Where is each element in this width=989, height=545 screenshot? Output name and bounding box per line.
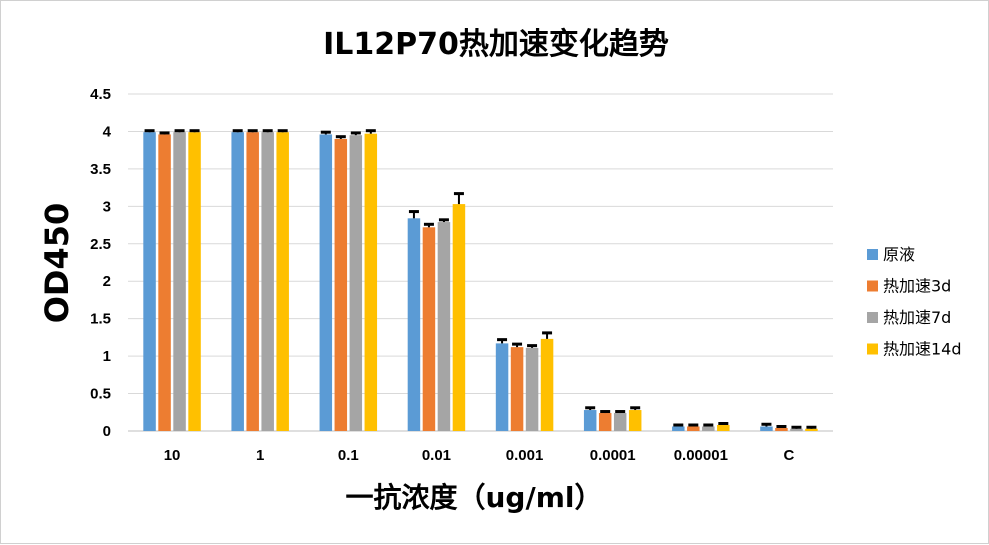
bar: [495, 343, 509, 431]
bar: [805, 428, 818, 431]
bar: [628, 410, 642, 431]
bar: [672, 426, 685, 431]
legend-swatch: [867, 280, 878, 292]
y-tick-label: 0.5: [90, 386, 111, 403]
bar: [231, 132, 244, 431]
y-tick-label: 3: [103, 198, 111, 215]
bar: [319, 134, 333, 431]
bar: [525, 347, 539, 431]
bar: [717, 425, 730, 431]
legend-swatch: [867, 343, 878, 355]
bar: [775, 428, 788, 431]
bar: [349, 135, 363, 431]
bar: [276, 132, 289, 431]
bar: [510, 347, 524, 431]
legend-label: 热加速7d: [883, 308, 951, 327]
bar: [540, 338, 554, 431]
x-tick-label: 0.001: [506, 447, 544, 464]
gridlines: [128, 93, 833, 432]
bar: [598, 413, 612, 431]
legend-swatch: [867, 249, 878, 260]
y-tick-label: 3.5: [90, 161, 111, 178]
bars: [143, 129, 818, 432]
bar: [613, 413, 627, 431]
bar: [334, 138, 348, 431]
chart-title: IL12P70热加速变化趋势: [323, 27, 669, 62]
bar: [246, 132, 259, 431]
bar: [407, 218, 421, 431]
legend-swatch: [867, 312, 878, 323]
bar: [188, 132, 201, 431]
y-tick-label: 2.5: [90, 236, 111, 253]
y-tick-label: 1: [103, 348, 111, 365]
y-tick-label: 1.5: [90, 311, 111, 328]
bar: [790, 428, 803, 431]
x-tick-label: 0.00001: [674, 447, 728, 464]
bar: [687, 426, 700, 431]
x-axis-ticks: 10 1 0.1 0.01 0.001 0.0001 0.00001 C: [164, 447, 795, 464]
bar: [143, 132, 156, 431]
bar: [261, 132, 274, 431]
bar: [437, 222, 451, 431]
y-tick-label: 0: [103, 423, 111, 440]
legend-label: 热加速3d: [883, 277, 951, 296]
legend-label: 原液: [883, 245, 915, 264]
x-tick-label: 0.01: [422, 447, 451, 464]
x-tick-label: 10: [164, 447, 181, 464]
bar: [422, 227, 436, 431]
legend-label: 热加速14d: [883, 340, 962, 359]
x-tick-label: 1: [256, 447, 264, 464]
bar: [158, 134, 171, 431]
x-tick-label: C: [784, 447, 795, 464]
bar: [583, 410, 597, 431]
y-tick-label: 4.5: [90, 86, 111, 103]
x-tick-label: 0.1: [338, 447, 359, 464]
y-tick-label: 2: [103, 273, 111, 290]
bar: [364, 133, 378, 432]
x-axis-label: 一抗浓度（ug/ml）: [346, 481, 603, 514]
y-axis-label: OD450: [38, 203, 76, 324]
bar: [452, 204, 466, 431]
y-tick-label: 4: [103, 123, 112, 140]
bar: [702, 426, 715, 431]
y-axis-ticks: 0 0.5 1 1.5 2 2.5 3 3.5 4 4.5: [90, 86, 112, 440]
bar: [760, 426, 773, 431]
x-tick-label: 0.0001: [590, 447, 636, 464]
bar: [173, 132, 186, 431]
